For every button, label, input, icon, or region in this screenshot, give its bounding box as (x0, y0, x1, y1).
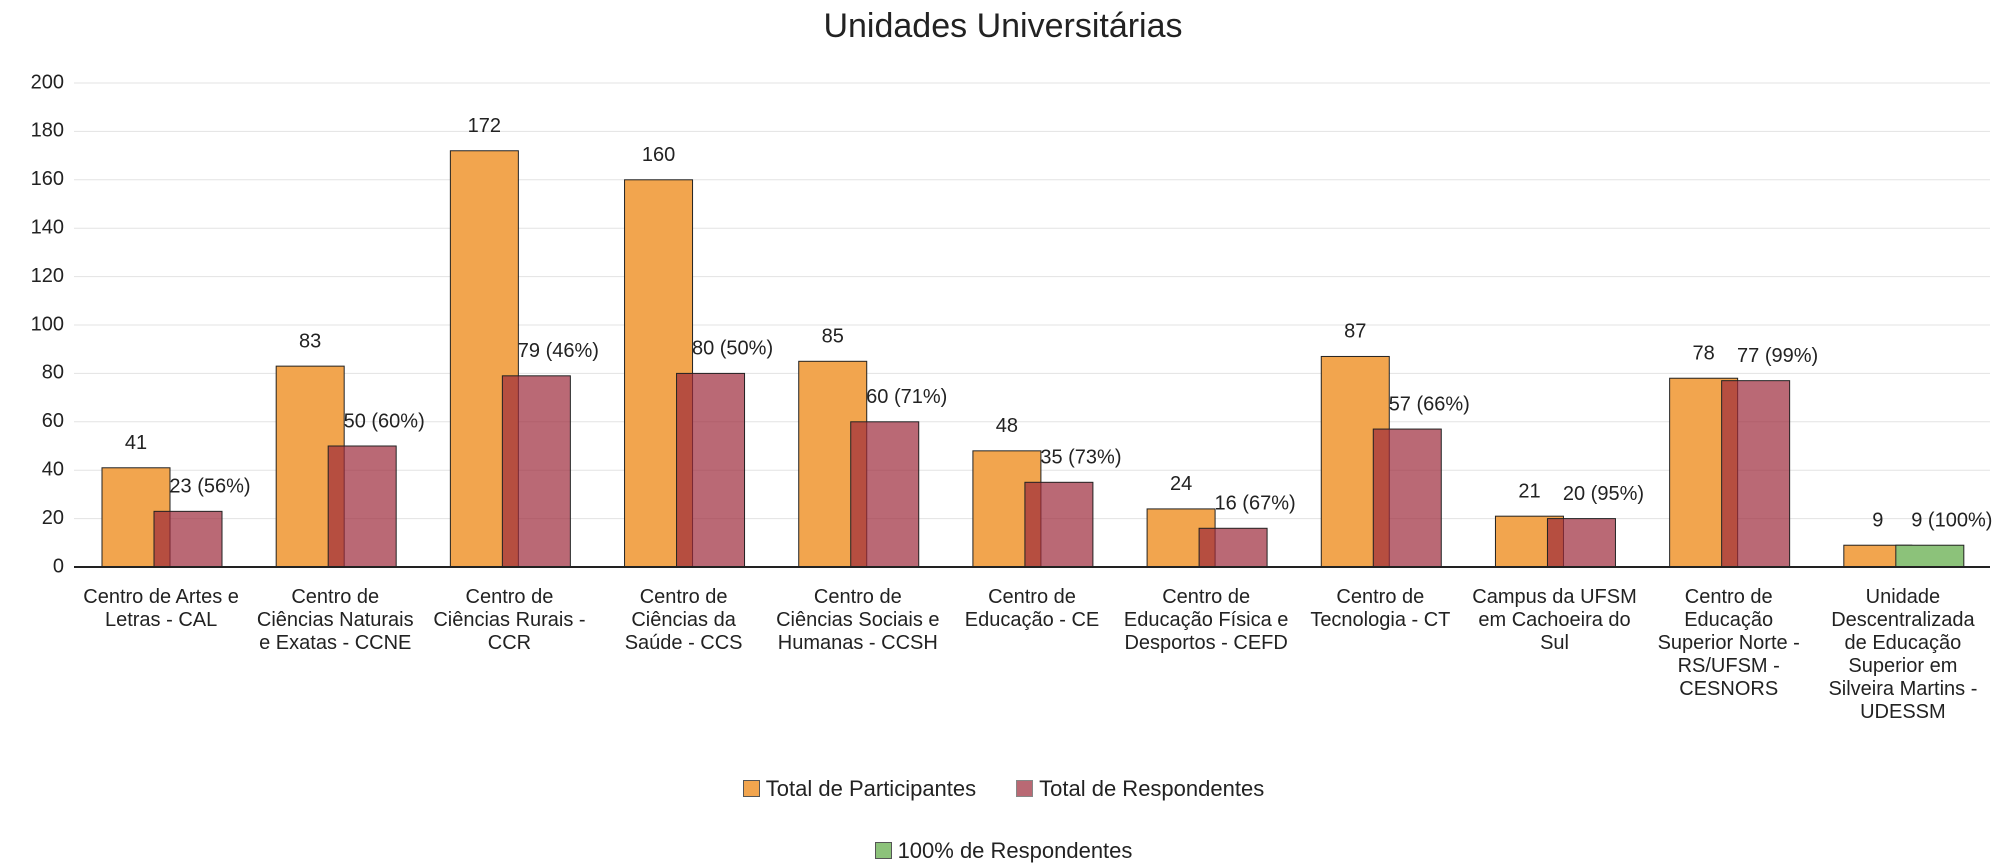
legend-swatch (742, 780, 760, 797)
chart-title: Unidades Universitárias (823, 7, 1182, 45)
y-tick-label: 60 (42, 410, 64, 432)
legend-item: Total de Respondentes (1016, 776, 1264, 802)
x-tick-label: Campus da UFSM em Cachoeira do Sul (1472, 586, 1637, 654)
y-tick-label: 40 (42, 458, 64, 480)
bar (850, 421, 920, 568)
bar (1546, 518, 1616, 568)
bar (1198, 527, 1268, 568)
data-label: 60 (71%) (866, 386, 947, 408)
legend-item: Total de Participantes (742, 776, 977, 802)
y-tick-label: 200 (31, 71, 64, 93)
legend-label: 100% de Respondentes (897, 838, 1133, 863)
bar (153, 510, 223, 568)
data-label: 24 (1170, 473, 1192, 495)
x-tick-label: Centro de Ciências Naturais e Exatas - C… (256, 586, 414, 654)
data-label: 87 (1344, 321, 1366, 343)
data-label: 21 (1518, 480, 1540, 502)
y-tick-label: 160 (31, 168, 64, 190)
y-tick-label: 80 (42, 362, 64, 384)
x-tick-label: Centro de Educação - CE (964, 586, 1100, 631)
y-tick-label: 20 (42, 507, 64, 529)
bar (1895, 544, 1965, 568)
bar (1372, 428, 1442, 568)
bar (501, 375, 571, 568)
data-label: 172 (468, 115, 501, 137)
legend-item: 100% de Respondentes (874, 838, 1133, 864)
data-label: 48 (996, 415, 1018, 437)
x-tick-label: Centro de Artes e Letras - CAL (83, 586, 239, 631)
legend-label: Total de Participantes (765, 776, 977, 801)
bar (1024, 481, 1094, 568)
data-label: 78 (1693, 343, 1715, 365)
legend-swatch (874, 842, 892, 859)
legend-swatch (1016, 780, 1034, 797)
bar (1721, 380, 1791, 568)
data-label: 85 (822, 326, 844, 348)
x-tick-label: Centro de Ciências da Saúde - CCS (624, 586, 743, 654)
data-label: 77 (99%) (1737, 345, 1818, 367)
x-tick-label: Centro de Ciências Sociais e Humanas - C… (776, 586, 940, 654)
y-tick-label: 0 (53, 555, 64, 577)
data-label: 41 (125, 432, 147, 454)
y-tick-label: 140 (31, 216, 64, 238)
data-label: 9 (100%) (1911, 510, 1992, 532)
x-tick-label: Centro de Ciências Rurais - CCR (433, 586, 586, 654)
x-tick-label: Unidade Descentralizada de Educação Supe… (1828, 586, 1978, 723)
data-label: 160 (642, 144, 675, 166)
y-tick-label: 100 (31, 313, 64, 335)
bar (676, 372, 746, 568)
data-label: 57 (66%) (1389, 393, 1470, 415)
data-label: 83 (299, 330, 321, 352)
y-tick-label: 120 (31, 265, 64, 287)
data-label: 80 (50%) (692, 338, 773, 360)
data-label: 35 (73%) (1040, 447, 1121, 469)
legend: Total de Participantes Total de Responden… (0, 776, 2007, 802)
legend: 100% de Respondentes (0, 838, 2007, 864)
data-label: 23 (56%) (169, 476, 250, 498)
x-tick-label: Centro de Educação Superior Norte - RS/U… (1657, 586, 1800, 700)
x-tick-label: Centro de Tecnologia - CT (1310, 586, 1451, 631)
data-label: 50 (60%) (344, 410, 425, 432)
data-label: 79 (46%) (518, 340, 599, 362)
bar (327, 445, 397, 568)
data-label: 20 (95%) (1563, 483, 1644, 505)
data-label: 16 (67%) (1215, 493, 1296, 515)
data-label: 9 (1872, 510, 1883, 532)
legend-label: Total de Respondentes (1039, 776, 1265, 801)
y-tick-label: 180 (31, 120, 64, 142)
x-tick-label: Centro de Educação Física e Desportos - … (1123, 586, 1289, 654)
